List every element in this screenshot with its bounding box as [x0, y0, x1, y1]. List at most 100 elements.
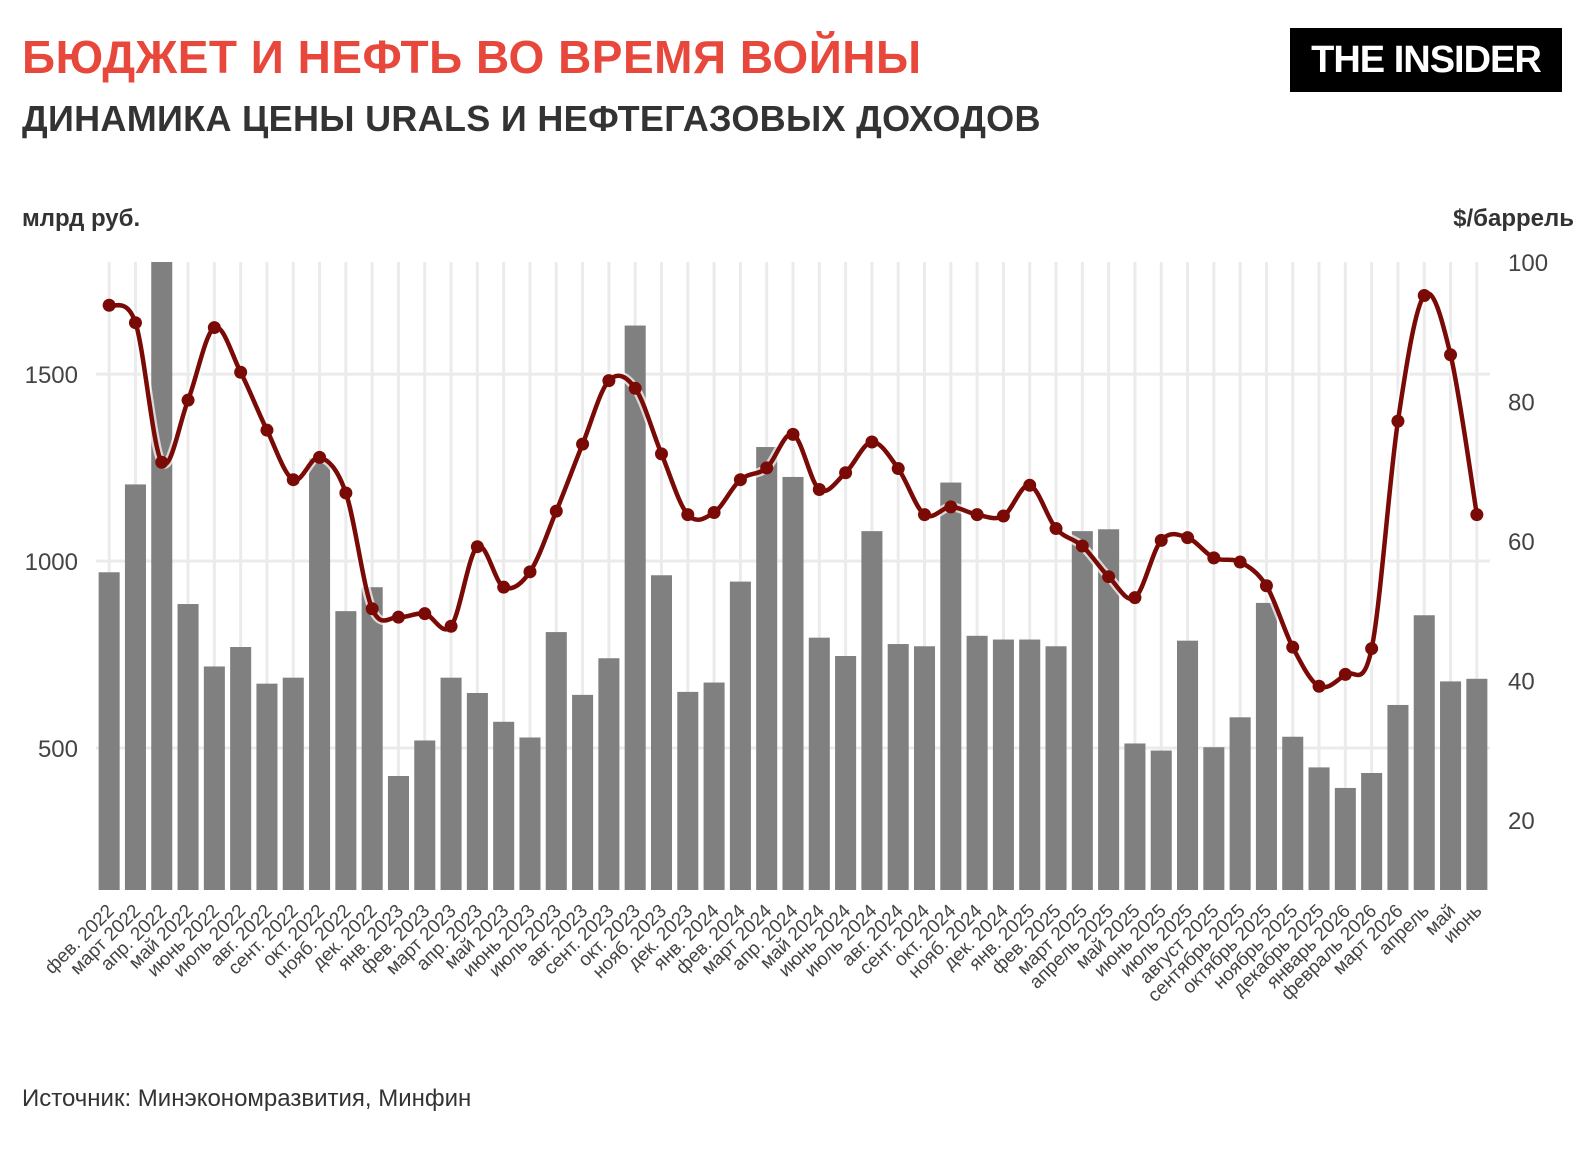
source-note: Источник: Минэкономразвития, Минфин	[22, 1085, 472, 1112]
bar	[808, 637, 830, 890]
right-tick-label: 20	[1508, 808, 1535, 835]
bar	[835, 655, 857, 890]
line-point	[1444, 348, 1458, 362]
line-point	[1259, 579, 1273, 593]
line-point	[1338, 667, 1352, 681]
line-point	[733, 473, 747, 487]
bar	[1098, 529, 1120, 890]
bar	[1229, 717, 1251, 890]
bar	[335, 611, 357, 890]
line-point	[1102, 570, 1116, 584]
bar	[1282, 736, 1304, 890]
line-series	[102, 288, 1484, 693]
line-point	[286, 473, 300, 487]
bar	[913, 646, 936, 890]
bar	[282, 677, 304, 890]
line-point	[628, 381, 642, 395]
bar	[756, 447, 778, 890]
line-point	[996, 509, 1010, 523]
line-point	[234, 365, 248, 379]
right-tick-label: 40	[1508, 669, 1535, 696]
line-point	[1470, 508, 1484, 522]
line-point	[549, 504, 563, 518]
line-point	[1312, 679, 1326, 693]
bar	[677, 691, 699, 890]
line-point	[760, 461, 774, 475]
bar	[309, 458, 331, 890]
line-point	[128, 316, 142, 330]
chart-title: БЮДЖЕТ И НЕФТЬ ВО ВРЕМЯ ВОЙНЫ	[22, 31, 922, 83]
bar	[940, 482, 962, 890]
bar	[1466, 678, 1488, 890]
bar	[387, 775, 409, 890]
line-point	[1286, 640, 1300, 654]
left-tick-label: 500	[38, 736, 78, 763]
bar	[572, 694, 594, 890]
line-point	[865, 435, 879, 449]
line-point	[1365, 642, 1379, 656]
line-point	[786, 427, 800, 441]
line-point	[1128, 591, 1142, 605]
bar	[203, 666, 225, 890]
right-tick-label: 60	[1508, 529, 1535, 556]
bar	[1124, 743, 1146, 890]
line-point	[839, 466, 853, 480]
bar	[98, 572, 120, 890]
line-point	[1154, 533, 1168, 547]
bar	[703, 682, 725, 890]
line-point	[654, 447, 668, 461]
right-tick-label: 100	[1508, 250, 1548, 277]
bar	[124, 484, 146, 890]
bar	[1255, 602, 1277, 890]
line-point	[707, 506, 721, 520]
line-point	[1181, 531, 1195, 545]
line-point	[365, 602, 379, 616]
bar	[1177, 640, 1199, 890]
line-point	[891, 462, 905, 476]
bar	[966, 635, 988, 890]
bar	[256, 683, 278, 890]
line-point	[181, 393, 195, 407]
bar	[1045, 646, 1067, 890]
bar	[782, 476, 804, 890]
line-point	[1391, 414, 1405, 428]
line-point	[576, 437, 590, 451]
bar	[1150, 750, 1172, 890]
line-point	[470, 540, 484, 554]
line-point	[918, 508, 932, 522]
bar	[1440, 681, 1462, 890]
line-point	[1417, 288, 1431, 302]
left-axis-unit: млрд руб.	[22, 205, 141, 232]
line-point	[944, 500, 958, 514]
bar	[992, 639, 1014, 890]
bar	[440, 677, 462, 890]
bar	[650, 575, 673, 890]
line-point	[155, 455, 169, 469]
left-tick-label: 1000	[25, 549, 78, 576]
line-point	[102, 298, 116, 312]
line-point	[313, 450, 327, 464]
bar	[598, 658, 620, 890]
bar	[493, 721, 515, 890]
bar	[1361, 772, 1383, 890]
bar	[1334, 787, 1356, 890]
bar	[861, 531, 883, 890]
bar	[230, 647, 252, 890]
bar	[887, 644, 909, 890]
right-axis-unit: $/баррель	[1453, 205, 1574, 232]
bar	[1203, 747, 1225, 890]
bar	[545, 632, 567, 890]
brand-logo: THE INSIDER	[1290, 28, 1562, 92]
line-point	[812, 482, 826, 496]
line-point	[339, 486, 353, 500]
bar	[177, 604, 199, 890]
bar	[1308, 767, 1330, 890]
line-point	[444, 619, 458, 633]
line-point	[418, 607, 432, 621]
line-point	[602, 374, 616, 388]
line-point	[1075, 539, 1089, 553]
line-point	[1233, 555, 1247, 569]
bar	[729, 581, 751, 890]
line-point	[391, 610, 405, 624]
